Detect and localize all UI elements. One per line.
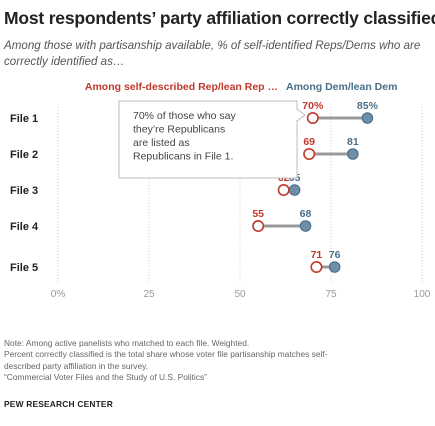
value-label-rep: 71 bbox=[311, 249, 323, 261]
note-line: described party affiliation in the surve… bbox=[4, 360, 149, 371]
value-label-dem: 81 bbox=[347, 136, 359, 148]
legend-dem: Among Dem/lean Dem bbox=[286, 81, 397, 93]
note-line: Note: Among active panelists who matched… bbox=[4, 338, 250, 348]
chart-title: Most respondents’ party affiliation corr… bbox=[4, 8, 435, 28]
dot-dem bbox=[328, 261, 341, 273]
chart-notes: Note: Among active panelists who matched… bbox=[4, 338, 429, 383]
value-label-dem: 85% bbox=[357, 100, 379, 112]
dot-rep bbox=[303, 148, 316, 161]
annotation-box bbox=[118, 100, 298, 179]
value-label-dem: 76 bbox=[329, 249, 341, 261]
note-line: Percent correctly classified is the tota… bbox=[4, 349, 328, 360]
row-label: File 4 bbox=[10, 221, 39, 233]
tick-label: 25 bbox=[143, 289, 155, 300]
row-label: File 2 bbox=[10, 149, 38, 161]
dot-dem bbox=[347, 148, 359, 160]
dot-rep bbox=[252, 220, 265, 233]
dot-dem bbox=[361, 112, 374, 124]
row-label: File 3 bbox=[10, 185, 38, 197]
dot-rep bbox=[306, 112, 319, 125]
tick-label: 100 bbox=[414, 289, 431, 300]
dot-dem bbox=[288, 184, 301, 196]
dot-dem bbox=[299, 220, 312, 232]
tick-label: 75 bbox=[325, 289, 337, 300]
chart-subtitle: Among those with partisanship available,… bbox=[4, 39, 421, 68]
legend-rep: Among self-described Rep/lean Rep … bbox=[85, 81, 278, 93]
tick-label: 50 bbox=[234, 289, 246, 300]
value-label-rep: 70% bbox=[302, 100, 324, 112]
value-label-rep: 55 bbox=[252, 208, 264, 220]
row-label: File 5 bbox=[10, 262, 38, 274]
row-label: File 1 bbox=[10, 113, 38, 125]
tick-label: 0% bbox=[51, 289, 66, 300]
source-label: PEW RESEARCH CENTER bbox=[4, 399, 113, 409]
value-label-rep: 69 bbox=[303, 136, 315, 148]
dot-rep bbox=[310, 260, 323, 273]
dot-plot: 0% 25 50 75 100 Among self-described Rep/lean… bbox=[10, 81, 431, 300]
annotation-text: 70% of those who say they’re Republicans a… bbox=[133, 110, 236, 163]
dot-rep bbox=[277, 184, 290, 197]
value-label-dem: 68 bbox=[300, 208, 312, 220]
note-line: “Commercial Voter Files and the Study of… bbox=[4, 371, 207, 382]
